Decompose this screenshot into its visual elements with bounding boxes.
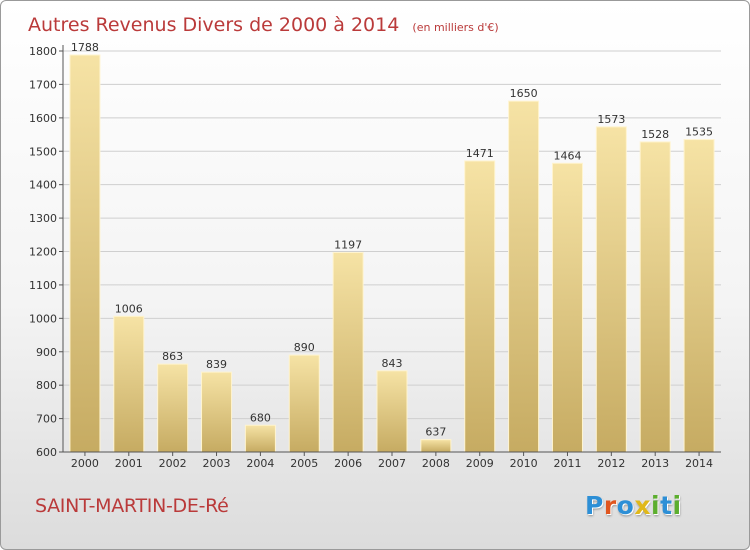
proxiti-logo: Proxiti [585,491,682,520]
y-tick-label: 1200 [29,246,57,259]
logo-letter: P [585,491,604,520]
bar-2012 [595,126,627,453]
bar-2003 [201,371,233,453]
x-tick-label: 2000 [71,457,99,470]
axes: 600 700 800 900 1000 1100 1200 1300 1400 1500 1600… [29,45,721,470]
data-label-2013: 1528 [641,128,669,141]
x-tick-label: 2009 [466,457,494,470]
y-tick-label: 1600 [29,112,57,125]
bar-2004 [244,424,276,453]
y-tick-label: 1000 [29,312,57,325]
data-labels: 1788 1006 863 839 680 890 1197 843 637 1471 1650 14… [71,41,713,439]
data-label-2003: 839 [206,358,227,371]
data-label-2006: 1197 [334,239,362,252]
x-tick-label: 2001 [115,457,143,470]
data-label-2014: 1535 [685,126,713,139]
logo-letter: i [651,491,661,520]
svg-text:Autres Revenus Divers de 2000: Autres Revenus Divers de 2000 à 2014 (en… [28,14,499,36]
data-label-2011: 1464 [553,149,581,162]
y-tick-label: 800 [36,379,57,392]
data-label-2010: 1650 [510,87,538,100]
data-label-2009: 1471 [466,147,494,160]
x-tick-label: 2004 [246,457,274,470]
bar-2014 [683,139,715,453]
y-tick-label: 1700 [29,78,57,91]
x-tick-label: 2003 [203,457,231,470]
bar-2008 [420,439,452,453]
y-tick-label: 1500 [29,145,57,158]
x-tick-label: 2005 [290,457,318,470]
x-tick-label: 2010 [510,457,538,470]
x-tick-label: 2006 [334,457,362,470]
y-tick-label: 900 [36,346,57,359]
data-label-2007: 843 [382,357,403,370]
data-label-2002: 863 [162,350,183,363]
logo-letter: i [672,491,682,520]
logo-letter: x [634,491,651,520]
y-tick-label: 1800 [29,45,57,58]
bar-2005 [288,354,320,453]
data-label-2012: 1573 [597,113,625,126]
x-tick-label: 2014 [685,457,713,470]
bar-2010 [508,100,540,453]
data-label-2000: 1788 [71,41,99,54]
y-tick-label: 1300 [29,212,57,225]
bar-2007 [376,370,408,453]
x-tick-label: 2002 [159,457,187,470]
data-label-2008: 637 [425,426,446,439]
bar-2000 [69,54,101,453]
x-tick-label: 2008 [422,457,450,470]
chart-subtitle: (en milliers d'€) [412,21,498,34]
logo-letter: o [616,491,635,520]
x-tick-label: 2012 [597,457,625,470]
logo-letter: r [603,491,617,520]
x-tick-label: 2007 [378,457,406,470]
x-tick-label: 2011 [553,457,581,470]
x-tick-label: 2013 [641,457,669,470]
y-tick-label: 1100 [29,279,57,292]
bar-2013 [639,141,671,453]
y-tick-label: 600 [36,446,57,459]
bar-2011 [551,162,583,453]
y-tick-label: 1400 [29,179,57,192]
bar-2006 [332,252,364,453]
logo-letter: t [660,491,673,520]
bar-2002 [157,363,189,453]
bar-2009 [464,160,496,453]
location-label: SAINT-MARTIN-DE-Ré [35,495,229,517]
data-label-2004: 680 [250,411,271,424]
bars [69,54,715,453]
data-label-2005: 890 [294,341,315,354]
y-tick-label: 700 [36,413,57,426]
chart-title: Autres Revenus Divers de 2000 à 2014 [28,14,399,36]
data-label-2001: 1006 [115,302,143,315]
bar-2001 [113,315,145,453]
